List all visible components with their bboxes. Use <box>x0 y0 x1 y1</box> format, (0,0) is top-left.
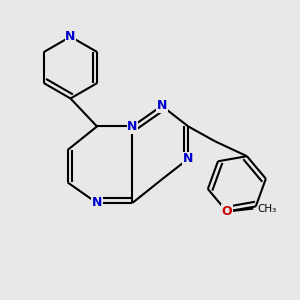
Text: N: N <box>65 30 76 43</box>
Text: O: O <box>221 205 232 218</box>
Text: N: N <box>157 99 167 112</box>
Text: N: N <box>127 120 137 133</box>
Text: N: N <box>92 196 102 209</box>
Text: CH₃: CH₃ <box>258 204 277 214</box>
Text: N: N <box>183 152 194 165</box>
